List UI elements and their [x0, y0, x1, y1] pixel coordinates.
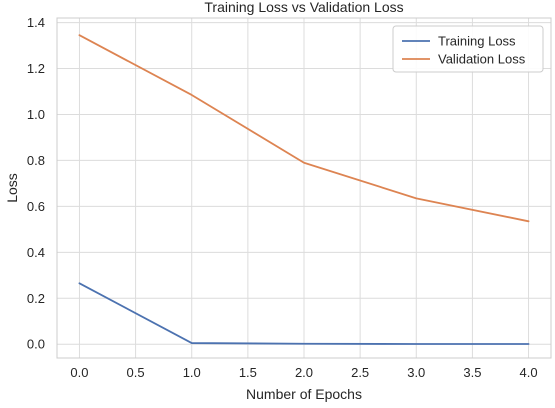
- legend: Training Loss Validation Loss: [392, 25, 544, 73]
- y-tick-label: 0.8: [27, 153, 45, 168]
- x-tick-label: 2.5: [351, 365, 369, 380]
- chart-title: Training Loss vs Validation Loss: [204, 0, 403, 15]
- x-axis-ticks: 0.0 0.5 1.0 1.5 2.0 2.5 3.0 3.5 4.0: [70, 365, 537, 380]
- y-axis-label: Loss: [4, 173, 20, 203]
- x-tick-label: 3.0: [407, 365, 425, 380]
- series-lines: [78, 34, 530, 345]
- legend-label: Validation Loss: [438, 52, 526, 67]
- y-tick-label: 0.4: [27, 245, 45, 260]
- series-line-validation-loss: [78, 34, 530, 223]
- x-tick-label: 2.0: [295, 365, 313, 380]
- x-tick-label: 1.0: [183, 365, 201, 380]
- legend-label: Training Loss: [438, 34, 516, 49]
- x-tick-label: 4.0: [520, 365, 538, 380]
- series-line-training-loss: [78, 282, 530, 345]
- legend-box: [392, 25, 544, 73]
- x-tick-label: 0.5: [127, 365, 145, 380]
- grid-lines: [57, 18, 551, 358]
- y-tick-label: 0.0: [27, 337, 45, 352]
- y-tick-label: 1.2: [27, 61, 45, 76]
- y-tick-label: 0.2: [27, 291, 45, 306]
- y-tick-label: 0.6: [27, 199, 45, 214]
- x-axis-label: Number of Epochs: [246, 386, 362, 402]
- x-tick-label: 0.0: [70, 365, 88, 380]
- y-axis-ticks: 0.0 0.2 0.4 0.6 0.8 1.0 1.2 1.4: [27, 15, 45, 352]
- y-tick-label: 1.4: [27, 15, 45, 30]
- plot-frame: [56, 17, 552, 359]
- x-tick-label: 1.5: [239, 365, 257, 380]
- x-tick-label: 3.5: [463, 365, 481, 380]
- y-tick-label: 1.0: [27, 107, 45, 122]
